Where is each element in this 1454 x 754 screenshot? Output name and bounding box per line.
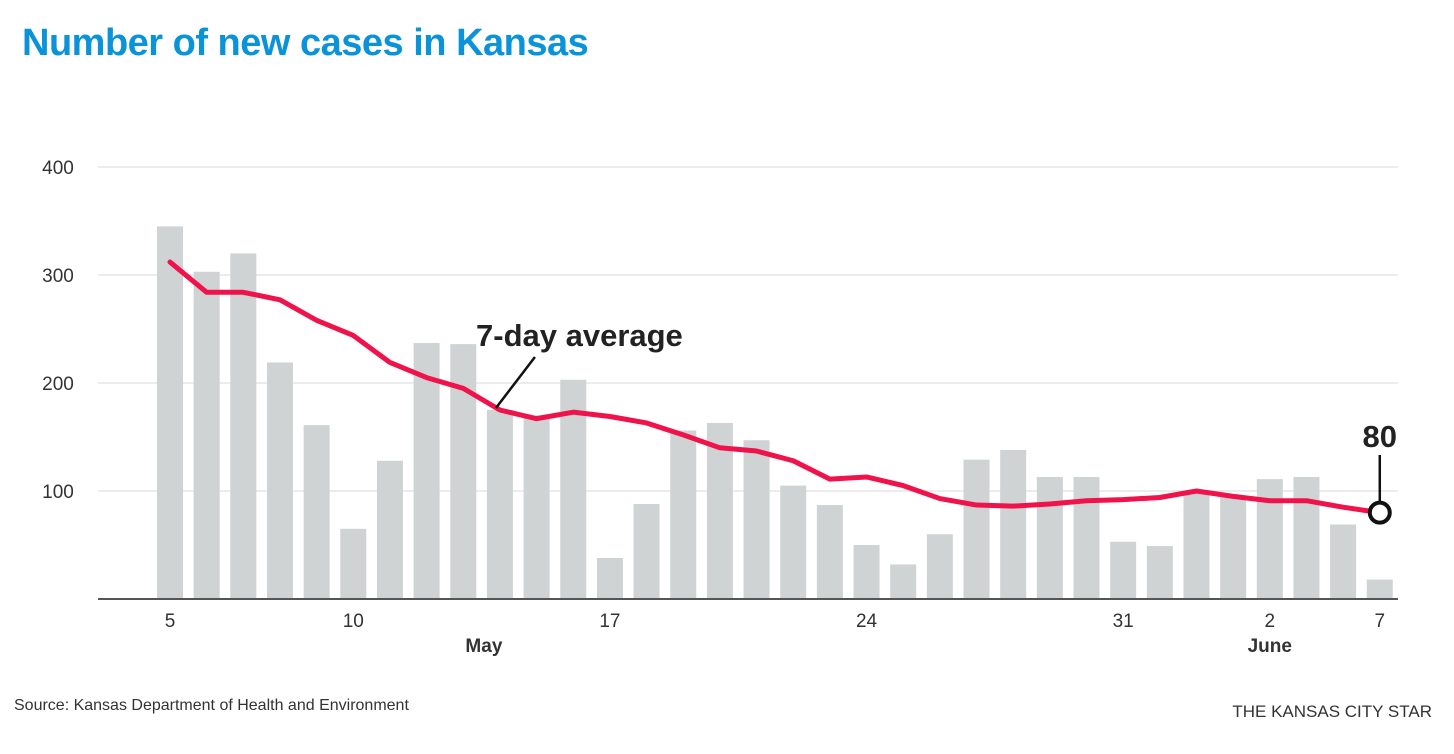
bar-jun-7 (1366, 579, 1393, 599)
x-tick-label: 31 (1113, 611, 1134, 632)
annotation-final-value: 80 (1363, 419, 1397, 454)
x-tick-label: 7 (1374, 611, 1385, 632)
x-tick-label: 17 (599, 611, 620, 632)
bar-may-23 (816, 505, 843, 599)
bar-may-12 (413, 343, 440, 599)
publisher-credit: THE KANSAS CITY STAR (1232, 702, 1432, 721)
bar-may-14 (486, 410, 513, 599)
bar-may-30 (1073, 476, 1100, 599)
bar-may-29 (1036, 476, 1063, 599)
seven-day-average-line (167, 259, 1383, 516)
annotation-seven-day-average: 7-day average (476, 318, 683, 353)
bar-jun-3 (1220, 496, 1247, 599)
bar-may-9 (303, 425, 330, 599)
y-tick-label: 100 (42, 482, 74, 503)
bar-may-18 (633, 503, 660, 599)
bar-may-8 (266, 362, 293, 599)
bar-may-27 (963, 459, 990, 599)
chart-title: Number of new cases in Kansas (22, 22, 589, 64)
bar-may-22 (780, 485, 807, 599)
bar-jun-1 (1146, 546, 1173, 599)
bar-may-16 (560, 379, 587, 599)
bar-may-6 (193, 271, 220, 599)
x-tick-label: 5 (165, 611, 176, 632)
x-tick-label: 2 (1265, 611, 1276, 632)
y-tick-label: 400 (42, 158, 74, 179)
bar-may-11 (376, 460, 403, 599)
bar-jun-6 (1330, 524, 1357, 599)
bar-may-31 (1110, 541, 1137, 599)
bar-may-20 (706, 422, 733, 599)
source-note: Source: Kansas Department of Health and … (14, 697, 409, 714)
bar-may-17 (596, 557, 623, 599)
bar-may-5 (157, 226, 183, 599)
y-tick-label: 200 (42, 374, 74, 395)
x-tick-label: 24 (856, 611, 878, 632)
x-tick-label: 10 (343, 611, 364, 632)
month-label-june: June (1248, 636, 1292, 657)
bar-may-24 (853, 545, 880, 599)
bar-may-28 (1000, 449, 1027, 599)
bar-may-7 (230, 253, 257, 599)
bar-may-25 (890, 564, 917, 599)
bar-may-19 (670, 430, 697, 599)
final-value-marker (1367, 500, 1392, 525)
y-tick-label: 300 (42, 266, 74, 287)
bar-may-10 (340, 528, 367, 599)
bar-may-21 (743, 440, 770, 599)
annotation-leader-line (494, 356, 536, 409)
bar-jun-5 (1293, 476, 1320, 599)
bar-jun-2 (1183, 493, 1210, 599)
bar-may-13 (450, 344, 477, 599)
bar-may-26 (926, 534, 953, 599)
bar-jun-4 (1256, 479, 1283, 599)
bar-may-15 (523, 415, 550, 599)
month-label-may: May (465, 636, 502, 657)
